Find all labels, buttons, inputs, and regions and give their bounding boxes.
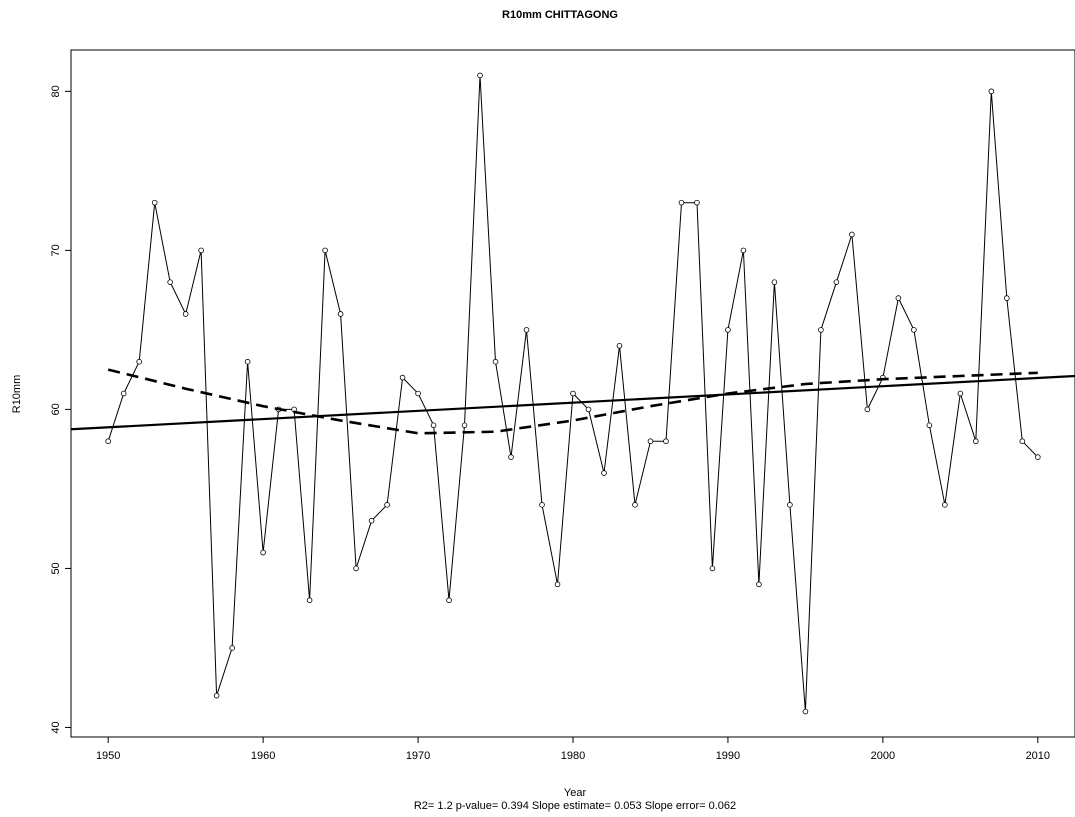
y-tick-label: 60	[50, 403, 62, 415]
data-point	[368, 517, 375, 524]
y-tick-label: 50	[50, 562, 62, 574]
data-point	[973, 438, 979, 445]
x-tick-label: 1960	[251, 750, 275, 762]
data-point	[957, 390, 964, 397]
data-point	[554, 581, 561, 588]
data-point	[771, 279, 778, 285]
data-point	[508, 454, 514, 460]
x-tick-label: 2000	[871, 750, 895, 762]
data-point	[306, 597, 313, 604]
data-point	[213, 692, 220, 699]
data-point	[120, 390, 127, 397]
data-point	[942, 502, 948, 508]
x-axis-label: Year	[564, 787, 587, 799]
data-point	[709, 565, 716, 572]
data-point	[849, 231, 855, 238]
data-point	[616, 342, 623, 349]
data-point	[415, 390, 421, 397]
data-point	[756, 581, 762, 588]
data-point	[740, 247, 747, 254]
data-point	[198, 247, 204, 254]
data-point	[461, 422, 468, 429]
data-point	[260, 549, 266, 556]
data-point	[833, 279, 840, 285]
data-point	[1035, 454, 1041, 460]
data-point	[725, 327, 731, 333]
x-tick-label: 1950	[96, 750, 120, 762]
x-tick-label: 1990	[716, 750, 740, 762]
data-point	[1004, 295, 1010, 301]
data-point	[136, 358, 142, 365]
data-point	[1019, 438, 1026, 445]
x-tick-label: 1980	[561, 750, 585, 762]
data-point	[337, 311, 344, 317]
y-tick-label: 40	[50, 721, 62, 733]
chart-subtitle: R2= 1.2 p-value= 0.394 Slope estimate= 0…	[414, 800, 736, 812]
data-point	[694, 199, 700, 206]
data-point	[585, 406, 592, 413]
data-point	[353, 565, 359, 572]
data-point	[647, 438, 654, 445]
trend-line	[70, 374, 1075, 431]
y-axis: 40 50 60 70 80	[50, 85, 71, 734]
chart-title: R10mm CHITTAGONG	[502, 9, 618, 21]
data-point	[570, 390, 576, 397]
y-tick-label: 70	[50, 244, 62, 256]
data-point	[105, 438, 111, 445]
x-tick-label: 2010	[1026, 750, 1050, 762]
data-point	[167, 279, 173, 285]
data-point	[523, 327, 530, 333]
data-point	[787, 502, 793, 508]
smoothed-curve	[107, 368, 1038, 435]
data-point	[384, 502, 390, 508]
data-point	[539, 502, 545, 508]
data-point	[244, 358, 251, 365]
data-point	[430, 422, 437, 429]
data-point	[895, 295, 902, 301]
x-axis: 1950 1960 1970 1980 1990 2000 2010	[96, 737, 1050, 762]
y-tick-label: 80	[50, 85, 62, 97]
data-point	[322, 247, 328, 254]
data-point	[601, 470, 607, 476]
data-point	[446, 597, 452, 604]
data-point	[988, 88, 995, 95]
data-point	[477, 72, 483, 79]
data-point	[399, 374, 406, 381]
x-tick-label: 1970	[406, 750, 430, 762]
data-point	[632, 502, 638, 508]
data-point	[151, 199, 158, 206]
data-point	[182, 311, 189, 317]
data-point	[229, 645, 235, 651]
data-point	[864, 406, 871, 413]
data-point	[926, 422, 933, 429]
y-axis-label: R10mm	[11, 375, 23, 414]
data-point	[678, 199, 685, 206]
data-point	[802, 708, 809, 715]
data-point	[663, 438, 669, 445]
data-point	[818, 327, 824, 333]
data-point	[492, 358, 499, 365]
data-point	[911, 327, 917, 333]
series-layer	[70, 72, 1075, 715]
